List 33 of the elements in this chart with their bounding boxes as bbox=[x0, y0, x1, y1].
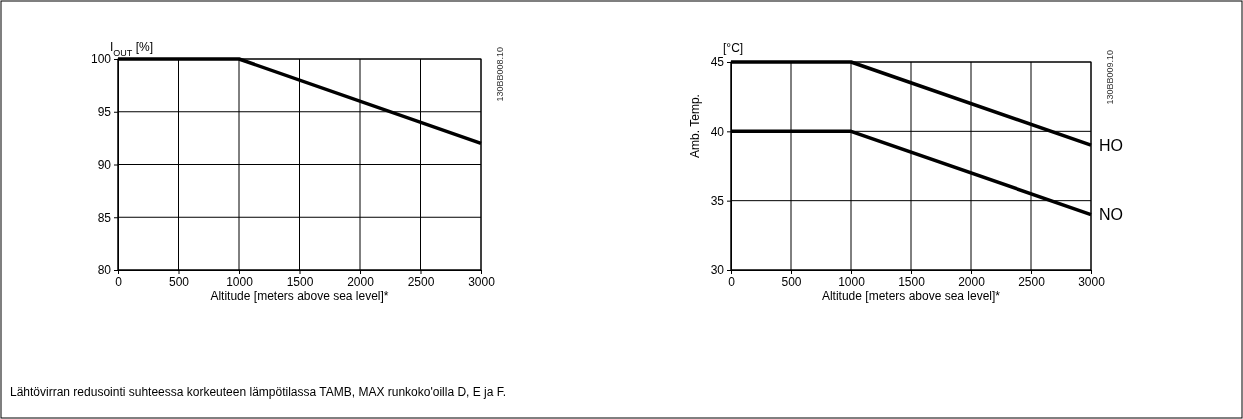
x-tick-label: 2000 bbox=[347, 274, 375, 289]
y-axis-title: I$_{OUT}$ [%] bbox=[110, 40, 154, 58]
y-tick-label: 80 bbox=[97, 263, 112, 278]
x-tick-label: 2500 bbox=[407, 274, 435, 289]
x-tick-label: 1000 bbox=[226, 274, 254, 289]
x-tick-label: 3000 bbox=[468, 274, 496, 289]
x-tick-label: 1500 bbox=[286, 274, 314, 289]
x-tick-label: 2000 bbox=[958, 274, 986, 289]
x-tick-label: 0 bbox=[115, 274, 123, 289]
x-tick-label: 3000 bbox=[1078, 274, 1106, 289]
text: [°C] bbox=[723, 41, 744, 55]
y-tick-label: 30 bbox=[710, 263, 725, 278]
x-tick-label: 2500 bbox=[1018, 274, 1046, 289]
x-tick-label: 500 bbox=[168, 274, 190, 289]
y-tick-label: 85 bbox=[97, 210, 112, 225]
text: Lähtövirran redusointi suhteessa korkeuteen lämpötilassa TAMB, MAX runkoko'oilla D, E ja F. bbox=[10, 385, 507, 399]
x-tick-label: 500 bbox=[781, 274, 802, 289]
x-tick-label: 0 bbox=[728, 274, 736, 289]
series-label: NO bbox=[1099, 206, 1123, 224]
x-tick-label: 1000 bbox=[838, 274, 866, 289]
y-tick-label: 40 bbox=[710, 124, 725, 139]
series-label: HO bbox=[1099, 136, 1123, 154]
y-axis-title: Amb. Temp. bbox=[688, 94, 702, 158]
x-axis-title: Altitude [meters above sea level]* bbox=[210, 289, 389, 303]
y-tick-label: 45 bbox=[710, 55, 725, 70]
x-axis-title: Altitude [meters above sea level]* bbox=[821, 289, 1001, 303]
y-tick-label: 95 bbox=[97, 105, 112, 120]
text: 130BB009.10 bbox=[1105, 50, 1115, 105]
y-tick-label: 90 bbox=[97, 157, 112, 172]
text: 130BB008.10 bbox=[495, 47, 505, 102]
x-tick-label: 1500 bbox=[898, 274, 926, 289]
y-tick-label: 35 bbox=[710, 194, 725, 209]
y-tick-label: 100 bbox=[90, 52, 112, 67]
